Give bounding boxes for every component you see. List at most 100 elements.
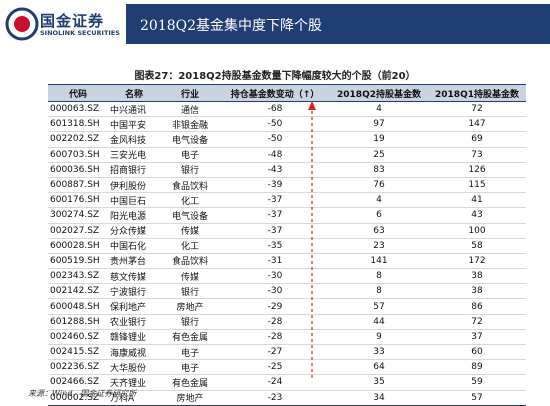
table-cell: 002027.SZ xyxy=(48,223,108,239)
table-cell: 86 xyxy=(428,298,526,315)
table-cell: 000063.SZ xyxy=(48,101,108,118)
table-cell: -68 xyxy=(220,101,330,118)
table-cell: 非银金融 xyxy=(160,116,220,133)
table-cell: 72 xyxy=(428,101,526,118)
table-cell: 73 xyxy=(428,147,526,163)
table-row: 600519.SH 贵州茅台 食品饮料 -31 141 172 xyxy=(48,253,526,270)
table-cell: 金风科技 xyxy=(108,131,160,148)
table-cell: 600887.SH xyxy=(48,177,108,194)
table-cell: 中国平安 xyxy=(108,116,160,133)
table-cell: 大华股份 xyxy=(108,359,160,376)
table-cell: 通信 xyxy=(160,101,220,118)
table-cell: 电子 xyxy=(160,344,220,361)
table-cell: 赣锋锂业 xyxy=(108,329,160,346)
table-cell: 25 xyxy=(330,147,428,163)
page-title: 2018Q2基金集中度下降个股 xyxy=(140,18,323,34)
table-cell: 57 xyxy=(330,298,428,315)
table-cell: -29 xyxy=(220,298,330,315)
table-row: 600048.SH 保利地产 房地产 -29 57 86 xyxy=(48,298,526,315)
table-cell: 食品饮料 xyxy=(160,177,220,194)
table-cell: -25 xyxy=(220,359,330,376)
table-cell: 002466.SZ xyxy=(48,374,108,391)
table-row: 600036.SH 招商银行 银行 -43 83 126 xyxy=(48,162,526,178)
column-header: 名称 xyxy=(108,84,160,102)
table-cell: -27 xyxy=(220,344,330,361)
table-cell: 600048.SH xyxy=(48,298,108,315)
table-cell: 600028.SH xyxy=(48,238,108,254)
table-cell: 63 xyxy=(330,223,428,239)
table-cell: -28 xyxy=(220,329,330,346)
table-cell: 化工 xyxy=(160,192,220,209)
table-cell: 慈文传媒 xyxy=(108,268,160,285)
header-row: 代码 名称 行业 持仓基金数变动（↑） 2018Q2持股基金数 2018Q1持股基金数 xyxy=(48,84,526,102)
table-cell: 食品饮料 xyxy=(160,253,220,270)
table-cell: 伊利股份 xyxy=(108,177,160,194)
table-cell: 59 xyxy=(428,374,526,391)
table-cell: 海康威视 xyxy=(108,344,160,361)
table-cell: 69 xyxy=(428,131,526,148)
table-cell: 600176.SH xyxy=(48,192,108,209)
table-cell: 8 xyxy=(330,268,428,285)
logo-subtext: SINOLINK SECURITIES xyxy=(40,29,120,37)
table-cell: 贵州茅台 xyxy=(108,253,160,270)
table-cell: 97 xyxy=(330,116,428,133)
table-cell: 三安光电 xyxy=(108,147,160,163)
table-cell: 有色金属 xyxy=(160,329,220,346)
table-cell: 有色金属 xyxy=(160,374,220,391)
table-cell: 89 xyxy=(428,359,526,376)
table-cell: 银行 xyxy=(160,162,220,178)
table-row: 601288.SH 农业银行 银行 -28 44 72 xyxy=(48,314,526,330)
table-cell: -50 xyxy=(220,131,330,148)
table-cell: 58 xyxy=(428,238,526,254)
table-cell: 002236.SZ xyxy=(48,359,108,376)
table-cell: 33 xyxy=(330,344,428,361)
table-cell: -31 xyxy=(220,253,330,270)
table-cell: 中兴通讯 xyxy=(108,101,160,118)
table-row: 002142.SZ 宁波银行 银行 -30 8 38 xyxy=(48,283,526,300)
caption: 图表27：2018Q2持股基金数量下降幅度较大的个股（前20） xyxy=(134,71,416,82)
table-cell: 银行 xyxy=(160,314,220,330)
table-cell: 天齐锂业 xyxy=(108,374,160,391)
table-cell: 43 xyxy=(428,207,526,224)
table-row: 002202.SZ 金风科技 电气设备 -50 19 69 xyxy=(48,131,526,148)
table-cell: 4 xyxy=(330,192,428,209)
table-cell: 23 xyxy=(330,238,428,254)
table-row: 002343.SZ 慈文传媒 传媒 -30 8 38 xyxy=(48,268,526,285)
logo-icon xyxy=(5,7,39,41)
table-cell: 300274.SZ xyxy=(48,207,108,224)
table-row: 002236.SZ 大华股份 电子 -25 64 89 xyxy=(48,359,526,376)
table-cell: 化工 xyxy=(160,238,220,254)
table-cell: 19 xyxy=(330,131,428,148)
table-cell: 招商银行 xyxy=(108,162,160,178)
table-row: 002460.SZ 赣锋锂业 有色金属 -28 9 37 xyxy=(48,329,526,346)
table-cell: 分众传媒 xyxy=(108,223,160,239)
table-cell: 002202.SZ xyxy=(48,131,108,148)
table-cell: 保利地产 xyxy=(108,298,160,315)
table-cell: 中国巨石 xyxy=(108,192,160,209)
table-cell: 银行 xyxy=(160,283,220,300)
table-row: 002415.SZ 海康威视 电子 -27 33 60 xyxy=(48,344,526,361)
table-cell: 35 xyxy=(330,374,428,391)
logo-text: 国金证券 xyxy=(40,12,105,30)
table-row: 600176.SH 中国巨石 化工 -37 4 41 xyxy=(48,192,526,209)
column-header: 2018Q1持股基金数 xyxy=(428,84,526,102)
table-cell: -39 xyxy=(220,177,330,194)
table-cell: 100 xyxy=(428,223,526,239)
table-cell: 72 xyxy=(428,314,526,330)
table-cell: 60 xyxy=(428,344,526,361)
table-cell: 宁波银行 xyxy=(108,283,160,300)
table-cell: 002415.SZ xyxy=(48,344,108,361)
table-cell: 农业银行 xyxy=(108,314,160,330)
table-cell: -48 xyxy=(220,147,330,163)
table-cell: 6 xyxy=(330,207,428,224)
table-cell: 37 xyxy=(428,329,526,346)
table-cell: 126 xyxy=(428,162,526,178)
table-cell: 601288.SH xyxy=(48,314,108,330)
table-cell: 8 xyxy=(330,283,428,300)
table-cell: 传媒 xyxy=(160,223,220,239)
column-header: 持仓基金数变动（↑） xyxy=(220,84,330,102)
table-cell: -35 xyxy=(220,238,330,254)
table-row: 601318.SH 中国平安 非银金融 -50 97 147 xyxy=(48,116,526,133)
